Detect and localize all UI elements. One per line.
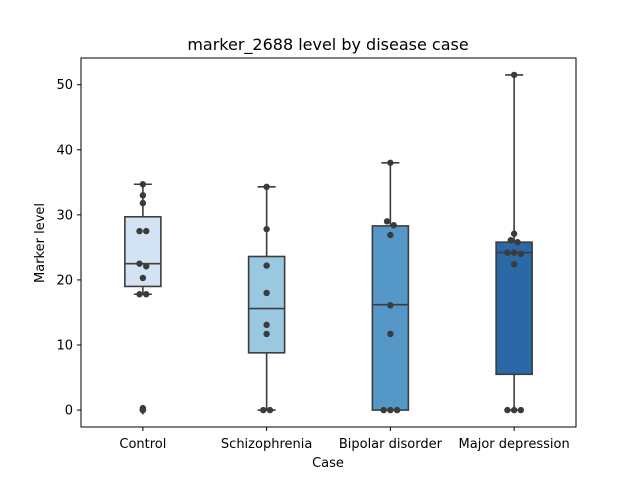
data-point bbox=[510, 71, 518, 79]
data-point bbox=[380, 406, 387, 414]
data-point bbox=[510, 406, 518, 414]
plot-area: 0 10 20 30 40 50 Control Schizophrenia Bipolar d… bbox=[56, 57, 577, 452]
data-point bbox=[143, 291, 150, 298]
data-point bbox=[260, 406, 267, 414]
box-group-3 bbox=[495, 74, 533, 411]
data-point bbox=[504, 406, 511, 414]
data-point bbox=[510, 230, 518, 237]
y-tick-label: 0 bbox=[65, 404, 73, 419]
y-tick-label: 40 bbox=[56, 143, 73, 158]
data-point bbox=[263, 330, 270, 338]
data-point bbox=[263, 225, 270, 233]
box-iqr bbox=[371, 225, 410, 411]
data-point bbox=[136, 260, 143, 267]
box-group-0 bbox=[124, 183, 162, 415]
data-point bbox=[136, 227, 143, 235]
box-iqr bbox=[247, 255, 286, 354]
data-point bbox=[139, 192, 147, 199]
data-point bbox=[393, 406, 401, 414]
data-point bbox=[139, 404, 147, 412]
data-point bbox=[263, 262, 270, 269]
data-point bbox=[387, 406, 394, 414]
x-tick-label: Schizophrenia bbox=[221, 437, 312, 452]
data-point bbox=[387, 302, 394, 309]
y-tick-label: 30 bbox=[56, 208, 73, 223]
data-point bbox=[517, 406, 525, 414]
data-point bbox=[139, 181, 147, 188]
data-point bbox=[390, 222, 397, 229]
data-point bbox=[514, 238, 521, 246]
data-point bbox=[136, 291, 143, 298]
data-point bbox=[510, 261, 518, 268]
data-point bbox=[139, 274, 147, 282]
plot-frame bbox=[80, 57, 577, 428]
data-point bbox=[387, 159, 394, 166]
data-point bbox=[139, 199, 147, 207]
y-tick-label: 50 bbox=[56, 78, 73, 93]
data-point bbox=[263, 321, 270, 329]
data-point bbox=[263, 289, 270, 297]
data-point bbox=[504, 249, 511, 256]
y-axis-label: Marker level bbox=[33, 203, 48, 283]
data-point bbox=[263, 183, 270, 191]
x-axis-label: Case bbox=[312, 456, 344, 471]
chart-title: marker_2688 level by disease case bbox=[187, 35, 468, 55]
data-point bbox=[387, 231, 394, 239]
data-point bbox=[383, 218, 391, 225]
box-group-2 bbox=[371, 161, 410, 411]
x-tick-label: Control bbox=[119, 437, 166, 452]
data-point bbox=[143, 263, 150, 270]
x-tick-label: Bipolar disorder bbox=[339, 437, 443, 452]
data-point bbox=[387, 330, 394, 338]
y-tick-label: 10 bbox=[56, 339, 73, 354]
data-point bbox=[510, 249, 518, 256]
x-tick-label: Major depression bbox=[459, 437, 570, 452]
box-group-1 bbox=[247, 186, 286, 411]
y-tick-label: 20 bbox=[56, 273, 73, 288]
data-point bbox=[266, 406, 274, 414]
data-point bbox=[517, 250, 525, 258]
data-point bbox=[507, 237, 514, 244]
data-point bbox=[143, 227, 150, 235]
